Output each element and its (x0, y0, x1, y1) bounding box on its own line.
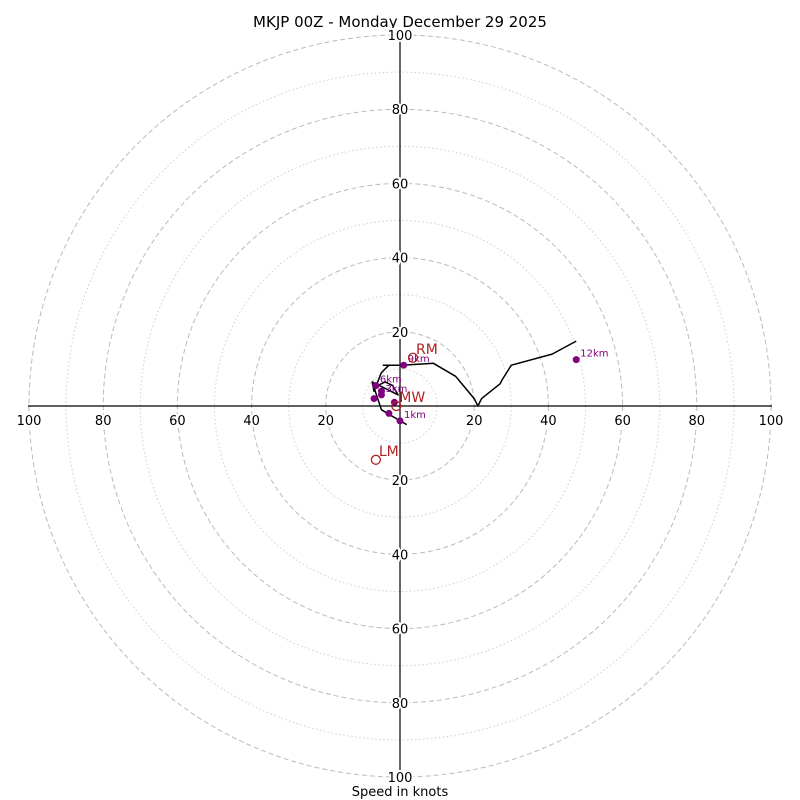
tick-label-top: 20 (392, 326, 409, 341)
tick-label-bottom: 60 (392, 623, 409, 638)
mean-motion-label: MW (399, 390, 425, 406)
x-axis-label: Speed in knots (352, 785, 449, 800)
rm-motion-label: RM (416, 342, 438, 358)
tick-labels: 20 20 20 20 40 40 40 40 60 60 60 60 80 80 80 80 100 100 10… (15, 27, 786, 788)
tick-label-top: 40 (392, 252, 409, 267)
tick-label-right: 60 (614, 414, 631, 429)
tick-label-bottom: 40 (392, 548, 409, 563)
height-marker-label: 1km (404, 410, 426, 421)
tick-label-left: 40 (243, 414, 260, 429)
height-marker-point (572, 356, 580, 364)
height-marker-point (396, 417, 404, 425)
lm-motion-marker (370, 454, 382, 465)
lm-motion-label: LM (379, 444, 399, 460)
height-marker-point (377, 387, 385, 395)
tick-label-top: 100 (388, 29, 413, 44)
wind-trace (371, 340, 577, 426)
height-marker-label: 12km (580, 349, 608, 360)
tick-label-top: 60 (392, 177, 409, 192)
tick-label-left: 80 (95, 414, 112, 429)
height-marker-point (372, 382, 380, 390)
tick-label-left: 60 (169, 414, 186, 429)
tick-label-right: 40 (540, 414, 557, 429)
tick-label-bottom: 20 (392, 474, 409, 489)
rm-motion-marker (407, 352, 419, 363)
height-marker-label: 6km (380, 375, 402, 386)
tick-label-right: 100 (759, 414, 784, 429)
tick-label-left: 100 (17, 414, 42, 429)
height-marker-point (385, 409, 393, 417)
mean-motion-marker (391, 400, 402, 412)
tick-label-bottom: 100 (388, 771, 413, 786)
height-marker-label: 3km (385, 384, 407, 395)
tick-label-left: 20 (318, 414, 335, 429)
storm-motion-markers: RM LM MW (370, 342, 438, 465)
tick-label-right: 80 (689, 414, 706, 429)
tick-label-right: 20 (466, 414, 483, 429)
hodograph-line (371, 340, 577, 426)
tick-label-top: 80 (392, 103, 409, 118)
height-marker-point (400, 361, 408, 369)
height-marker-point (370, 395, 378, 403)
chart-title: MKJP 00Z - Monday December 29 2025 (253, 13, 547, 31)
tick-label-bottom: 80 (392, 697, 409, 712)
height-marker-label: 9km (408, 354, 430, 365)
